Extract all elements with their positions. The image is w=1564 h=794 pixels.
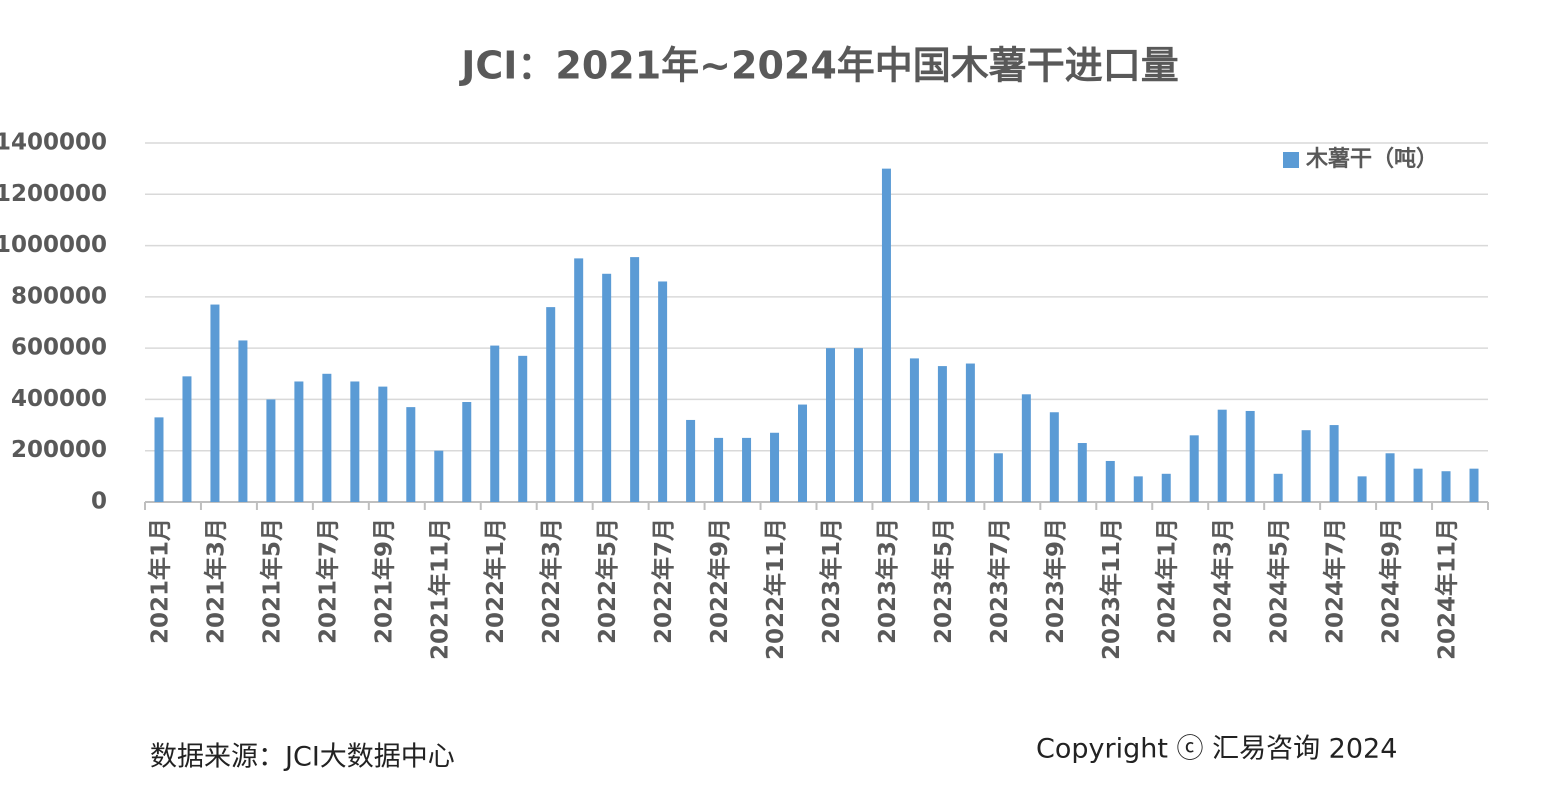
bar — [993, 453, 1003, 502]
x-tick-label: 2022年7月 — [650, 518, 677, 644]
x-tick-label: 2021年11月 — [426, 518, 453, 660]
bar — [546, 307, 556, 502]
bar — [1105, 460, 1115, 502]
copyright-note: Copyright ⓒ 汇易咨询 2024 — [1036, 734, 1397, 765]
bar — [518, 355, 528, 502]
bar — [742, 437, 752, 502]
bar — [937, 366, 947, 502]
bar — [1189, 435, 1199, 502]
x-tick-label: 2021年5月 — [258, 518, 285, 644]
y-tick-label: 200000 — [11, 437, 107, 463]
x-tick-label: 2024年5月 — [1266, 518, 1293, 644]
bar — [658, 281, 668, 502]
bar — [1245, 410, 1255, 502]
bar — [574, 258, 584, 502]
bar — [1273, 473, 1283, 502]
bar — [602, 273, 612, 502]
bar — [266, 399, 276, 502]
bar — [825, 348, 835, 502]
bar — [853, 348, 863, 502]
x-tick-label: 2024年7月 — [1322, 518, 1349, 644]
x-tick-label: 2022年5月 — [594, 518, 621, 644]
bar — [1385, 453, 1395, 502]
x-tick-label: 2022年1月 — [482, 518, 509, 644]
source-note: 数据来源：JCI大数据中心 — [150, 742, 455, 773]
y-tick-label: 1400000 — [0, 130, 107, 156]
bar — [154, 417, 164, 502]
y-tick-label: 0 — [91, 489, 107, 515]
bar — [490, 345, 500, 502]
bar — [406, 407, 416, 502]
y-tick-label: 600000 — [11, 335, 107, 361]
x-tick-label: 2024年1月 — [1154, 518, 1181, 644]
bar — [1077, 443, 1087, 502]
bar — [1049, 412, 1059, 502]
bar — [1217, 409, 1227, 502]
x-tick-label: 2023年1月 — [818, 518, 845, 644]
bar — [798, 404, 808, 502]
y-tick-label: 1000000 — [0, 232, 107, 258]
bar — [1133, 476, 1143, 502]
bar — [686, 419, 696, 502]
bar — [881, 168, 891, 502]
bar — [770, 432, 780, 502]
bar — [1329, 425, 1339, 502]
bar — [714, 437, 724, 502]
x-tick-label: 2024年3月 — [1210, 518, 1237, 644]
bar — [378, 386, 388, 502]
x-tick-label: 2023年3月 — [874, 518, 901, 644]
bar — [462, 401, 472, 502]
bar — [1301, 430, 1311, 502]
x-tick-label: 2022年11月 — [762, 518, 789, 660]
bar — [1413, 468, 1423, 502]
legend-label: 木薯干（吨） — [1305, 147, 1438, 172]
y-tick-label: 1200000 — [0, 181, 107, 207]
bar — [182, 376, 192, 502]
bar — [909, 358, 919, 502]
bar — [350, 381, 360, 502]
bar — [322, 373, 332, 502]
x-tick-label: 2021年9月 — [370, 518, 397, 644]
y-tick-label: 800000 — [11, 283, 107, 309]
y-tick-label: 400000 — [11, 386, 107, 412]
x-tick-label: 2022年9月 — [706, 518, 733, 644]
bar — [965, 363, 975, 502]
bar — [1161, 473, 1171, 502]
x-tick-label: 2021年1月 — [146, 518, 173, 644]
legend-swatch — [1283, 152, 1299, 168]
bar — [294, 381, 304, 502]
bar — [1441, 471, 1451, 502]
bar — [238, 340, 248, 502]
x-tick-label: 2023年5月 — [930, 518, 957, 644]
bar — [1469, 468, 1479, 502]
x-tick-label: 2022年3月 — [538, 518, 565, 644]
x-tick-label: 2024年9月 — [1378, 518, 1405, 644]
x-tick-label: 2023年9月 — [1042, 518, 1069, 644]
x-tick-label: 2021年7月 — [314, 518, 341, 644]
bar — [630, 257, 640, 502]
bar — [210, 304, 220, 502]
x-tick-label: 2023年7月 — [986, 518, 1013, 644]
x-tick-label: 2021年3月 — [202, 518, 229, 644]
bar — [1357, 476, 1367, 502]
bar — [434, 450, 444, 502]
x-tick-label: 2023年11月 — [1098, 518, 1125, 660]
x-tick-label: 2024年11月 — [1434, 518, 1461, 660]
bar — [1021, 394, 1031, 502]
chart-title: JCI：2021年~2024年中国木薯干进口量 — [458, 44, 1179, 88]
